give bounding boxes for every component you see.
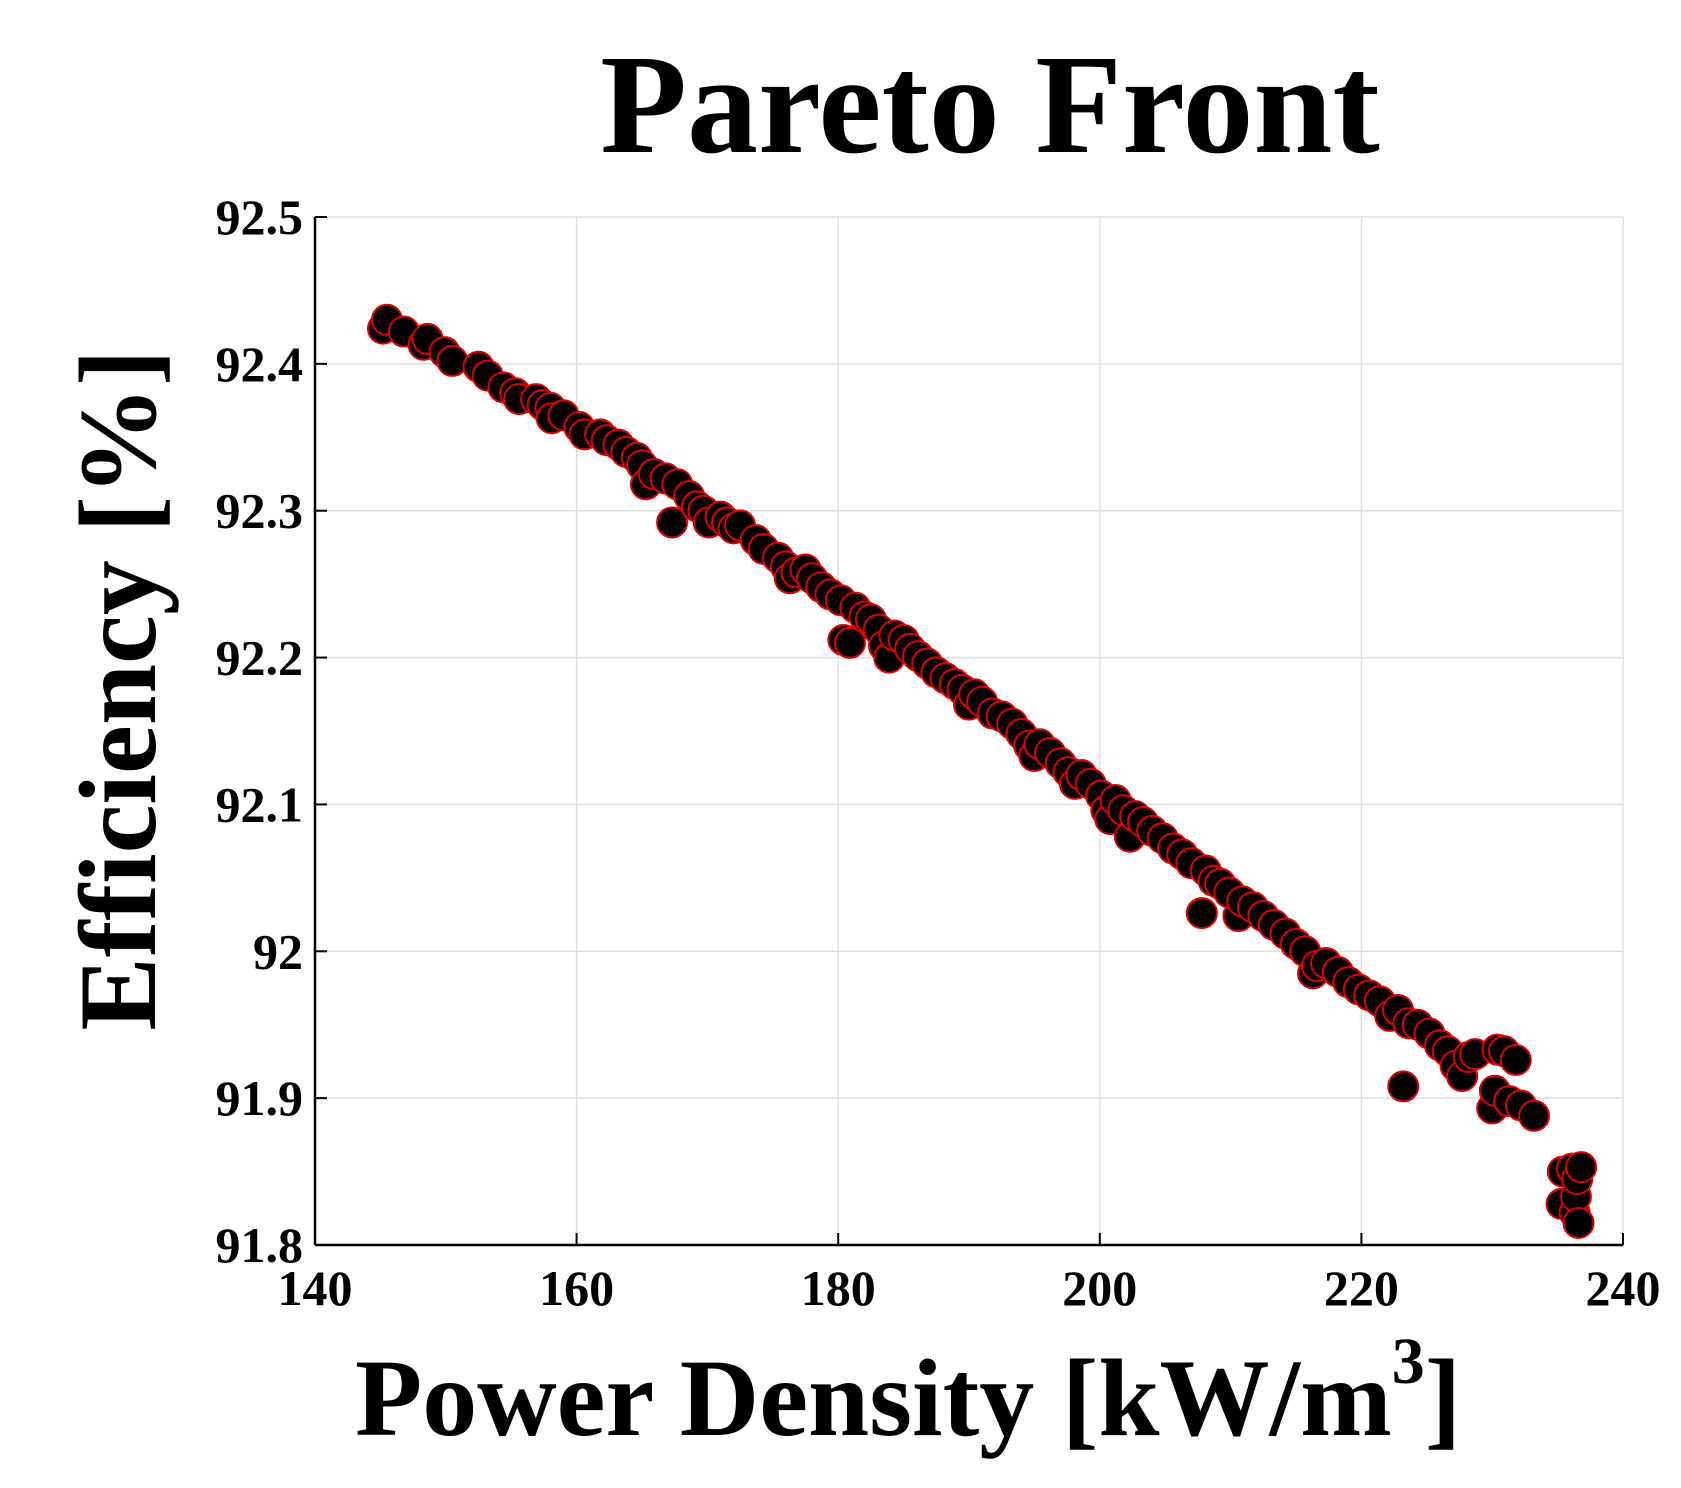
axes	[313, 216, 1624, 1247]
data-points	[367, 303, 1598, 1239]
data-point	[833, 626, 866, 659]
x-axis-label-main: Power Density [kW/m	[355, 1337, 1392, 1459]
data-point	[1499, 1043, 1532, 1076]
y-tick-label: 92.1	[216, 776, 304, 832]
y-tick-label: 92	[253, 923, 303, 979]
data-point	[1565, 1151, 1598, 1184]
y-tick-label: 92.3	[216, 483, 304, 539]
x-tick-label: 200	[1062, 1260, 1137, 1316]
y-tick-labels: 91.8 91.9 92 92.1 92.2 92.3 92.4 92.5	[216, 189, 304, 1273]
grid-lines	[314, 216, 1624, 1246]
y-tick-label: 91.8	[216, 1217, 304, 1273]
data-point	[1518, 1099, 1551, 1132]
x-tick-label: 180	[801, 1260, 876, 1316]
data-point	[656, 506, 689, 539]
data-point	[1387, 1070, 1420, 1103]
chart-title: Pareto Front	[600, 25, 1379, 183]
y-tick-label: 92.5	[216, 189, 304, 245]
y-axis-label: Efficiency [%]	[57, 349, 179, 1030]
y-tick-label: 92.4	[216, 336, 304, 392]
x-tick-labels: 140 160 180 200 220 240	[278, 1260, 1661, 1316]
x-axis-label: Power Density [kW/m3]	[355, 1325, 1461, 1459]
x-axis-label-suffix: ]	[1425, 1337, 1462, 1459]
y-tick-label: 91.9	[216, 1070, 304, 1126]
data-point	[436, 344, 469, 377]
x-tick-label: 140	[278, 1260, 353, 1316]
y-tick-label: 92.2	[216, 630, 304, 686]
x-axis-label-superscript: 3	[1392, 1325, 1425, 1398]
x-tick-label: 160	[539, 1260, 614, 1316]
x-tick-label: 220	[1324, 1260, 1399, 1316]
data-point	[1562, 1206, 1595, 1239]
x-tick-label: 240	[1586, 1260, 1661, 1316]
data-point	[1185, 897, 1218, 930]
